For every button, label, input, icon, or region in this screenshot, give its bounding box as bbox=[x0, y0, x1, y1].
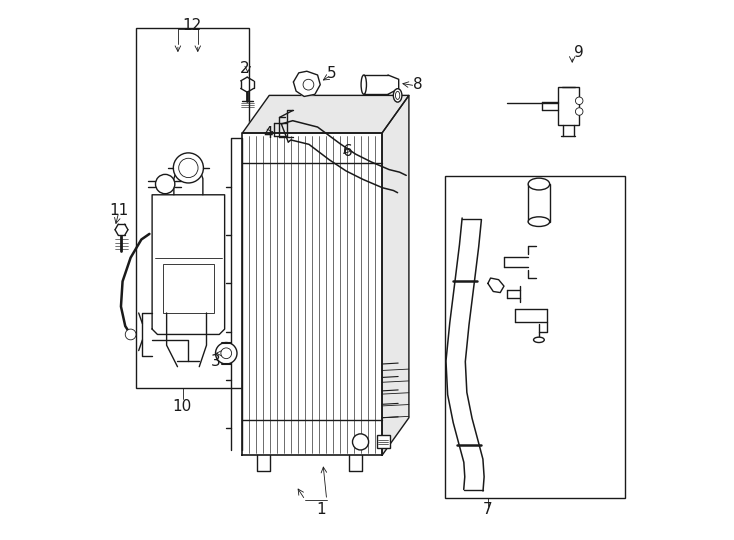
Text: 11: 11 bbox=[109, 204, 128, 218]
Text: 9: 9 bbox=[574, 45, 584, 60]
Ellipse shape bbox=[361, 75, 366, 94]
Bar bbox=[377, 435, 390, 448]
Bar bbox=[528, 184, 550, 221]
Text: 5: 5 bbox=[327, 66, 337, 82]
Circle shape bbox=[156, 174, 175, 194]
Bar bbox=[558, 87, 579, 125]
Polygon shape bbox=[242, 133, 382, 455]
Ellipse shape bbox=[528, 217, 550, 226]
Text: 3: 3 bbox=[211, 354, 220, 369]
Circle shape bbox=[178, 158, 198, 178]
Polygon shape bbox=[242, 96, 409, 133]
Bar bbox=[136, 28, 249, 388]
Circle shape bbox=[221, 348, 232, 359]
Text: 2: 2 bbox=[240, 61, 250, 76]
Bar bbox=[163, 264, 214, 313]
Ellipse shape bbox=[396, 91, 400, 99]
Polygon shape bbox=[294, 71, 320, 97]
Text: 4: 4 bbox=[263, 125, 272, 140]
Circle shape bbox=[575, 108, 583, 115]
Ellipse shape bbox=[528, 178, 550, 190]
Circle shape bbox=[126, 329, 136, 340]
Text: 7: 7 bbox=[483, 502, 493, 517]
Ellipse shape bbox=[393, 89, 402, 102]
Text: 10: 10 bbox=[172, 400, 192, 415]
Polygon shape bbox=[382, 96, 409, 455]
Circle shape bbox=[575, 97, 583, 105]
Ellipse shape bbox=[534, 337, 545, 342]
Text: 1: 1 bbox=[316, 502, 326, 517]
Circle shape bbox=[216, 342, 237, 364]
Circle shape bbox=[173, 153, 203, 183]
Circle shape bbox=[303, 79, 314, 90]
Polygon shape bbox=[488, 278, 504, 293]
Text: 8: 8 bbox=[413, 77, 423, 92]
Polygon shape bbox=[152, 195, 225, 334]
Circle shape bbox=[352, 434, 368, 450]
Bar bbox=[445, 176, 625, 498]
Text: 6: 6 bbox=[344, 144, 353, 159]
Text: 12: 12 bbox=[183, 18, 202, 33]
